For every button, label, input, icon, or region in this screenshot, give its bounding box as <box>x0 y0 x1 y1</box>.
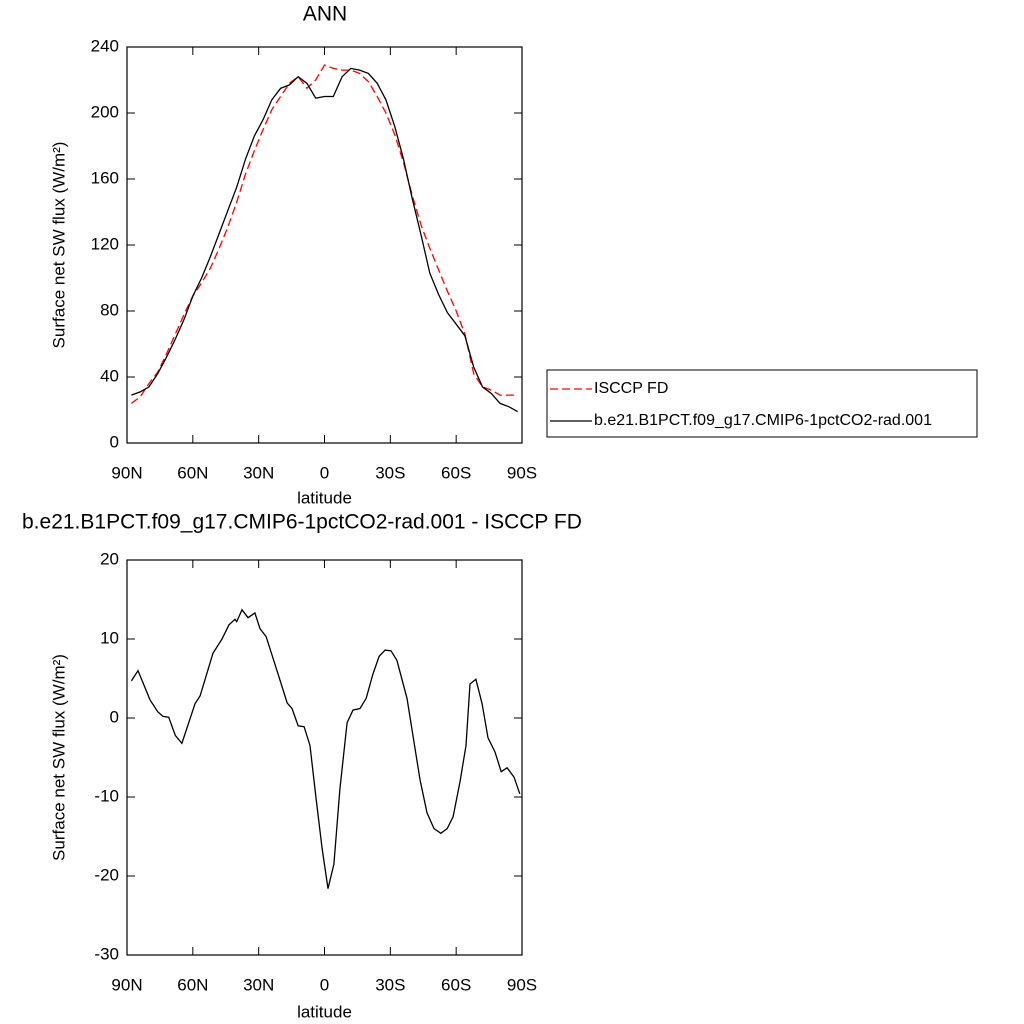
chart-title: b.e21.B1PCT.f09_g17.CMIP6-1pctCO2-rad.00… <box>22 511 582 534</box>
y-tick-label: -30 <box>94 944 119 963</box>
x-tick-label: 90N <box>111 463 142 482</box>
y-tick-label: 80 <box>100 300 119 319</box>
legend-label: b.e21.B1PCT.f09_g17.CMIP6-1pctCO2-rad.00… <box>594 412 932 429</box>
legend-box <box>546 369 978 438</box>
x-tick-label: 90N <box>111 975 142 994</box>
x-tick-label: 30S <box>375 975 405 994</box>
series-line <box>131 64 518 404</box>
x-tick-label: 60S <box>441 463 471 482</box>
y-tick-label: 200 <box>91 102 119 121</box>
y-axis-label: Surface net SW flux (W/m²) <box>49 654 68 861</box>
y-tick-label: 0 <box>110 707 119 726</box>
y-tick-label: -20 <box>94 865 119 884</box>
series-line <box>131 67 518 413</box>
plot-frame <box>126 46 523 444</box>
x-tick-label: 60N <box>177 463 208 482</box>
y-tick-label: 0 <box>110 432 119 451</box>
y-axis-label: Surface net SW flux (W/m²) <box>49 142 68 349</box>
x-tick-label: 90S <box>507 463 537 482</box>
y-tick-label: 160 <box>91 168 119 187</box>
x-tick-label: 30N <box>243 975 274 994</box>
x-tick-label: 0 <box>320 463 329 482</box>
y-tick-label: 40 <box>100 366 119 385</box>
x-tick-label: 60N <box>177 975 208 994</box>
y-tick-label: 240 <box>91 36 119 55</box>
x-axis-label: latitude <box>297 1002 352 1021</box>
x-tick-label: 30S <box>375 463 405 482</box>
series-line <box>130 608 521 889</box>
x-axis-label: latitude <box>297 488 352 507</box>
x-tick-label: 30N <box>243 463 274 482</box>
x-tick-label: 0 <box>320 975 329 994</box>
y-tick-label: 10 <box>100 628 119 647</box>
plot-frame <box>126 559 523 956</box>
y-tick-label: 20 <box>100 549 119 568</box>
x-tick-label: 60S <box>441 975 471 994</box>
legend-label: ISCCP FD <box>594 380 668 397</box>
chart-title: ANN <box>303 3 347 26</box>
x-tick-label: 90S <box>507 975 537 994</box>
y-tick-label: -10 <box>94 786 119 805</box>
y-tick-label: 120 <box>91 234 119 253</box>
